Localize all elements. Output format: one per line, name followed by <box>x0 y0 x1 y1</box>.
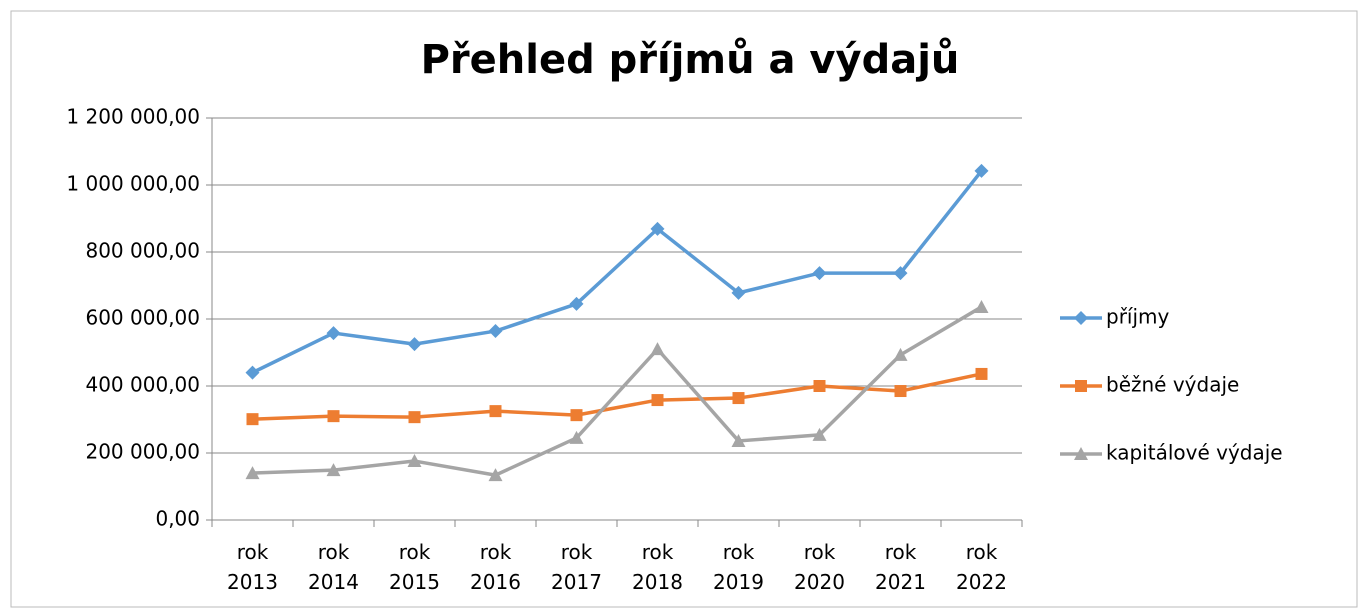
data-point <box>326 326 341 341</box>
x-tick-label: rok 2014 <box>308 540 359 594</box>
data-point <box>327 410 340 423</box>
legend-label: běžné výdaje <box>1106 373 1239 397</box>
data-point <box>893 266 908 281</box>
data-point <box>245 365 260 380</box>
chart-border <box>10 10 1358 608</box>
data-point <box>731 285 746 300</box>
y-tick-label: 600 000,00 <box>85 306 200 330</box>
legend-marker <box>1074 447 1088 460</box>
data-point <box>974 163 989 178</box>
data-point <box>407 454 422 468</box>
data-point <box>893 347 908 361</box>
x-tick-label: rok 2021 <box>875 540 926 594</box>
x-tick-label: rok 2015 <box>389 540 440 594</box>
data-point <box>488 468 503 482</box>
y-tick-label: 1 200 000,00 <box>66 105 200 129</box>
series-line <box>251 169 983 375</box>
data-point <box>650 221 665 236</box>
data-point <box>650 342 665 356</box>
y-tick-label: 400 000,00 <box>85 373 200 397</box>
x-tick-label: rok 2020 <box>794 540 845 594</box>
series-line <box>252 305 983 477</box>
legend-marker <box>1074 311 1088 325</box>
series-line <box>252 372 982 421</box>
x-tick-label: rok 2019 <box>713 540 764 594</box>
x-tick-label: rok 2018 <box>632 540 683 594</box>
x-tick-label: rok 2016 <box>470 540 521 594</box>
y-tick-label: 0,00 <box>155 507 200 531</box>
data-point <box>812 266 827 281</box>
y-tick-label: 800 000,00 <box>85 239 200 263</box>
data-point <box>246 413 259 426</box>
data-point <box>894 385 907 398</box>
legend-marker <box>1075 380 1087 392</box>
chart-title: Přehled příjmů a výdajů <box>421 36 960 83</box>
data-point <box>570 409 583 422</box>
data-point <box>569 296 584 311</box>
data-point <box>732 392 745 405</box>
data-point <box>489 405 502 418</box>
x-tick-label: rok 2017 <box>551 540 602 594</box>
y-tick-label: 200 000,00 <box>85 440 200 464</box>
data-point <box>651 394 664 407</box>
data-point <box>975 367 988 380</box>
data-point <box>488 324 503 339</box>
data-point <box>408 411 421 424</box>
x-tick-label: rok 2013 <box>227 540 278 594</box>
data-point <box>326 463 341 477</box>
data-point <box>974 299 989 313</box>
data-point <box>407 337 422 352</box>
data-point <box>812 427 827 441</box>
data-point <box>569 430 584 444</box>
legend-label: kapitálové výdaje <box>1106 441 1283 465</box>
y-tick-label: 1 000 000,00 <box>66 172 200 196</box>
x-tick-label: rok 2022 <box>956 540 1007 594</box>
data-point <box>731 433 746 447</box>
data-point <box>245 466 260 480</box>
data-point <box>813 380 826 392</box>
legend-label: příjmy <box>1106 305 1170 329</box>
